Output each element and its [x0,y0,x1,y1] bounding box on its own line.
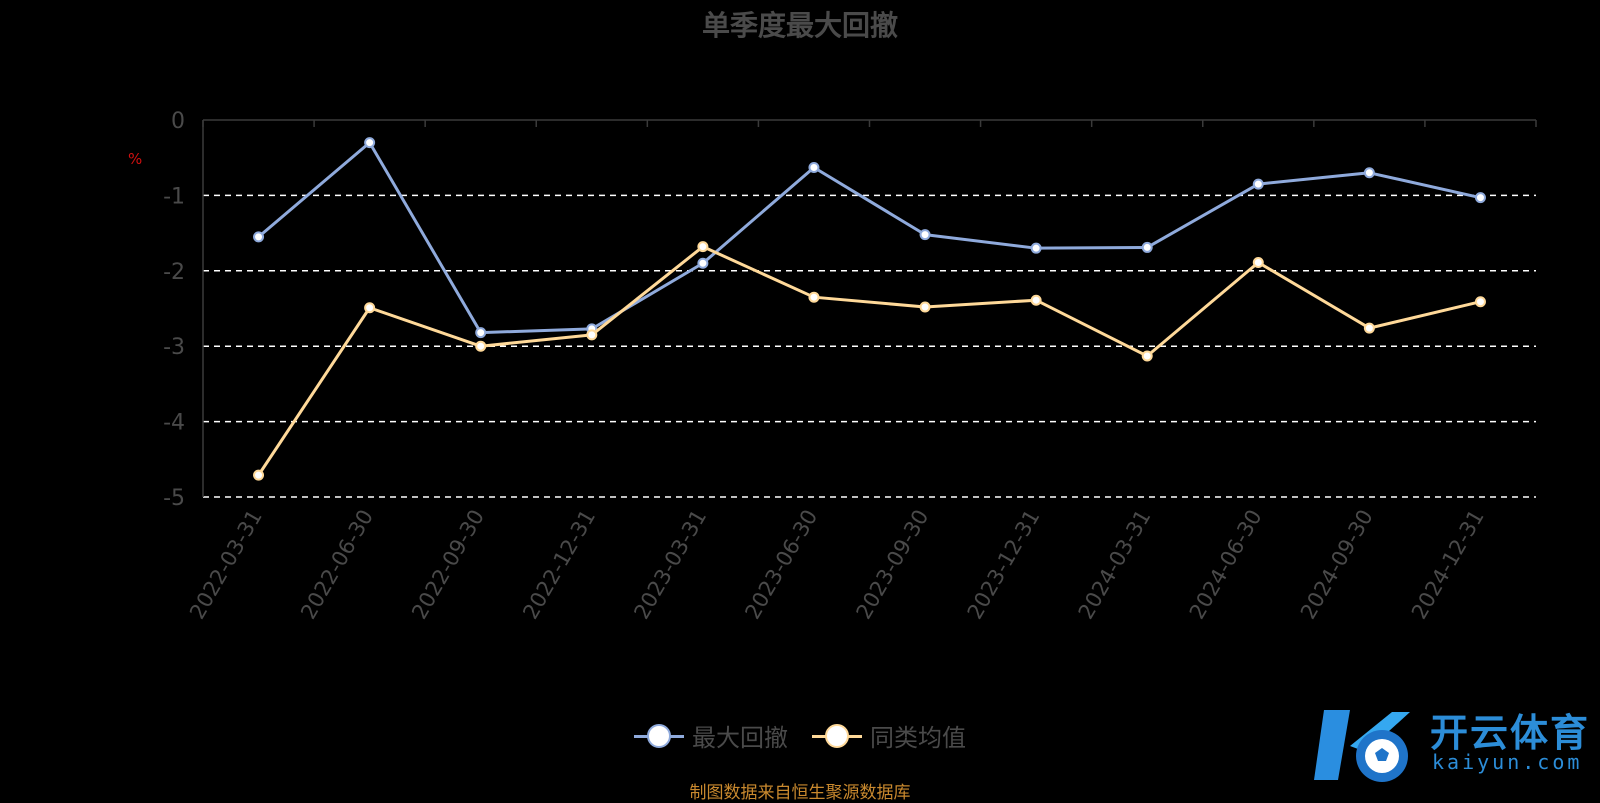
series-0-point[interactable] [475,327,487,339]
series-1-point[interactable] [808,291,820,303]
y-tick-label: -1 [163,184,185,209]
series-1-point[interactable] [253,469,265,481]
brand-logo-text: 开云体育 [1430,711,1591,755]
series-0-point[interactable] [1252,178,1264,190]
x-tick-label: 2022-09-30 [407,506,489,624]
series-0-point[interactable] [697,257,709,269]
brand-logo: 开云体育 kaiyun.com [1310,700,1590,790]
series-0-point[interactable] [253,231,265,243]
series-0-point[interactable] [1363,167,1375,179]
series-1-point[interactable] [586,329,598,341]
y-axis-unit-label: % [128,150,143,168]
series-1-point[interactable] [1030,294,1042,306]
x-tick-label: 2024-06-30 [1185,506,1267,624]
legend-item-series-1[interactable]: 同类均值 [812,718,966,753]
series-1-point[interactable] [1252,257,1264,269]
x-tick-label: 2023-12-31 [963,506,1045,624]
y-tick-label: -3 [163,335,185,360]
x-tick-label: 2022-06-30 [296,506,378,624]
series-0-point[interactable] [364,137,376,149]
x-tick-label: 2022-12-31 [518,506,600,624]
y-tick-label: -5 [163,486,185,511]
brand-logo-domain: kaiyun.com [1432,750,1583,774]
data-source-note: 制图数据来自恒生聚源数据库 [689,783,911,803]
series-1-point[interactable] [1141,350,1153,362]
x-tick-label: 2023-09-30 [852,506,934,624]
series-1-point[interactable] [475,340,487,352]
series-0-point[interactable] [808,162,820,174]
y-tick-label: 0 [171,109,185,134]
x-tick-label: 2024-03-31 [1074,506,1156,624]
series-1-point[interactable] [919,301,931,313]
series-0-point[interactable] [1030,242,1042,254]
legend-label-0: 最大回撤 [692,724,788,752]
x-tick-label: 2023-03-31 [629,506,711,624]
series-1-point[interactable] [697,241,709,253]
series-line-0 [257,141,1481,335]
y-tick-label: -4 [163,411,185,436]
x-tick-label: 2024-09-30 [1296,506,1378,624]
legend-swatch-1 [812,723,862,749]
series-1-point[interactable] [1363,322,1375,334]
series-0-point[interactable] [1141,241,1153,253]
series-0-point[interactable] [1474,192,1486,204]
legend-item-series-0[interactable]: 最大回撤 [634,718,788,753]
series-1-point[interactable] [1474,296,1486,308]
series-1-point[interactable] [364,302,376,314]
brand-logo-mark-icon [1314,710,1410,782]
legend-label-1: 同类均值 [870,724,966,752]
x-tick-label: 2023-06-30 [740,506,822,624]
x-tick-label: 2024-12-31 [1407,506,1489,624]
legend-swatch-0 [634,723,684,749]
x-tick-label: 2022-03-31 [185,506,267,624]
y-tick-label: -2 [163,260,185,285]
series-line-1 [257,245,1481,476]
chart-title: 单季度最大回撤 [701,9,898,42]
chart-legend: 最大回撤 同类均值 [0,718,1600,753]
series-0-point[interactable] [919,229,931,241]
